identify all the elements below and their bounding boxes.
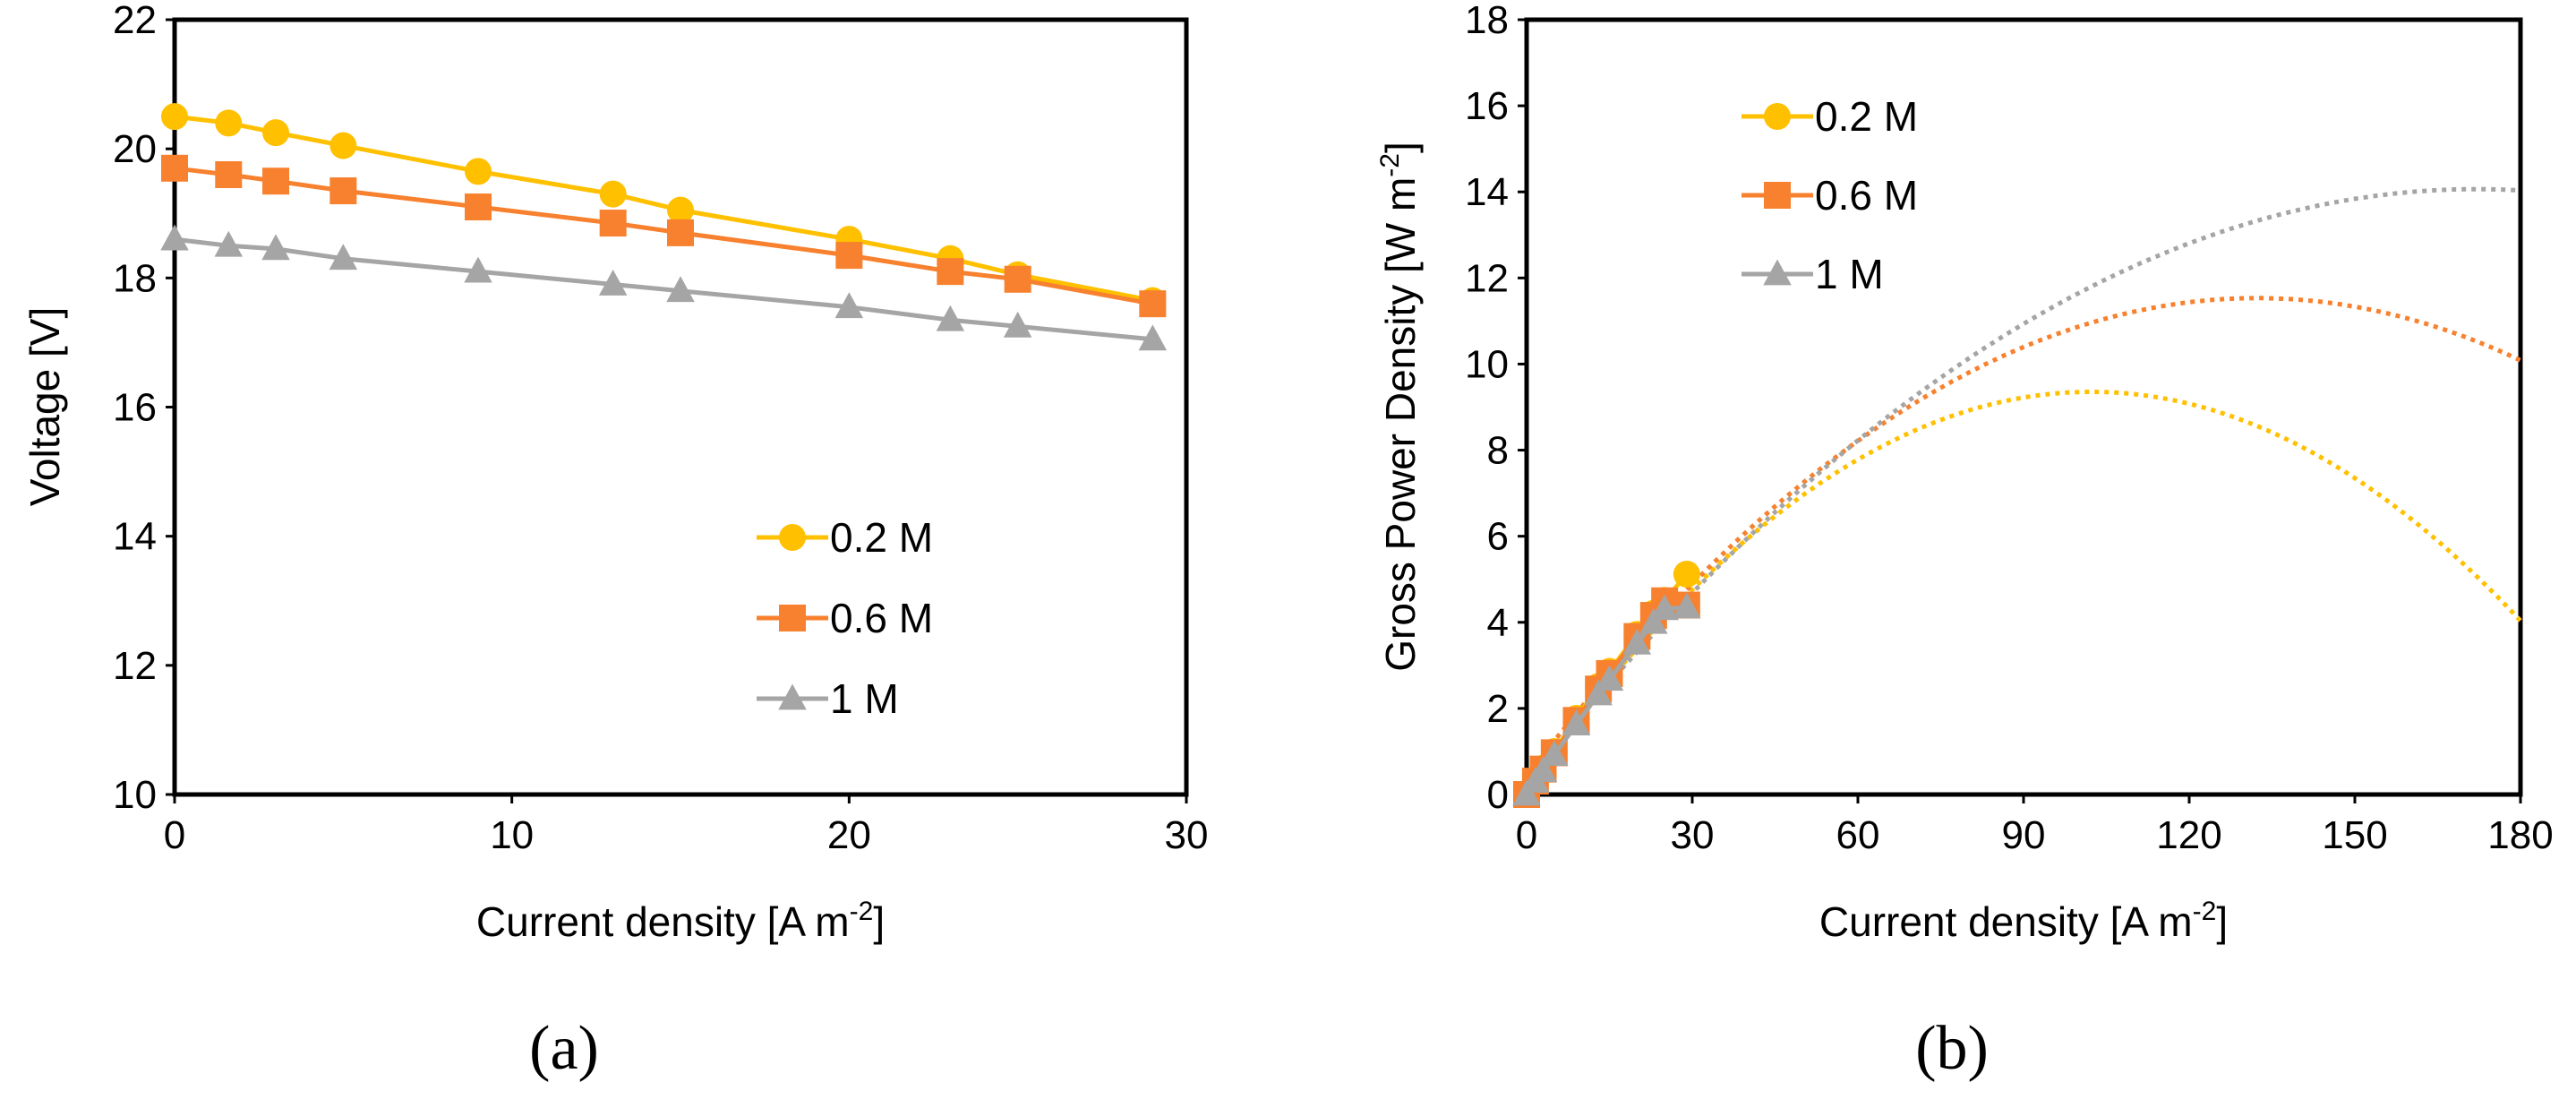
panel-a-legend: 0.2 M 0.6 M 1 M [757, 514, 933, 722]
panel-a-x-tick-label: 10 [490, 813, 534, 857]
panel-b-point-0-2-m [1673, 560, 1700, 588]
panel-a-y-tick-label: 20 [113, 127, 157, 171]
panel-b-y-tick-label: 10 [1465, 342, 1509, 386]
panel-a-point-0-6-m [599, 210, 627, 237]
panel-a-point-0-6-m [1004, 265, 1031, 293]
panel-a-point-0-6-m [1139, 290, 1167, 318]
panel-a-y-tick-label: 16 [113, 386, 157, 430]
panel-b-x-tick-label: 90 [2002, 813, 2046, 857]
panel-b-legend-marker-0-2-m [1764, 103, 1791, 130]
panel-b-trendline-0-2-m [1524, 390, 2522, 790]
panel-a-y-tick-label: 14 [113, 515, 157, 559]
panel-a-point-0-6-m [329, 177, 357, 205]
panel-a-point-0-2-m [215, 109, 243, 137]
panel-b-point-1-m [1639, 607, 1668, 634]
panel-a-point-0-6-m [262, 167, 289, 195]
panel-b-point-1-m [1673, 592, 1701, 619]
panel-a-x-tick-label: 0 [164, 813, 185, 857]
panel-a-point-0-2-m [667, 196, 694, 224]
panel-a-y-tick-label: 22 [113, 0, 157, 42]
panel-b-legend-label-1-m: 1 M [1815, 251, 1884, 297]
panel-b-y-tick-label: 14 [1465, 170, 1509, 214]
panel-a-point-0-6-m [835, 242, 863, 270]
panel-a-y-tick-label: 12 [113, 644, 157, 688]
panel-a-x-axis-title: Current density [A m-2] [476, 897, 885, 945]
panel-a-point-1-m [214, 230, 244, 257]
panel-a-point-1-m [464, 256, 492, 283]
panel-b-legend-marker-1-m [1763, 259, 1792, 286]
panel-b-point-1-m [1540, 740, 1569, 767]
panel-b-y-tick-label: 4 [1487, 601, 1509, 645]
panel-b-legend-marker-0-6-m [1764, 182, 1791, 209]
panel-b-ticks: 0 30 60 90 120 150 180 0 2 4 6 8 10 12 14 16 18 [1465, 0, 2554, 857]
panel-a-legend-label-0-2-m: 0.2 M [830, 514, 933, 561]
panel-b-point-1-m [1622, 628, 1652, 655]
panel-b-x-tick-label: 150 [2322, 813, 2387, 857]
panel-a-point-1-m [598, 270, 628, 296]
panel-a-legend-marker-1-m [778, 683, 807, 710]
panel-a-point-0-2-m [161, 103, 188, 131]
panel-b-y-tick-label: 0 [1487, 773, 1509, 817]
panel-b-y-tick-label: 12 [1465, 256, 1509, 300]
panel-a-point-1-m [666, 276, 695, 303]
panel-a-point-1-m [834, 292, 864, 319]
panel-b-y-tick-label: 8 [1487, 429, 1509, 473]
panel-a-point-0-6-m [161, 154, 188, 182]
panel-b-legend-label-0-6-m: 0.6 M [1815, 172, 1918, 219]
panel-a-x-tick-label: 20 [827, 813, 871, 857]
panel-a-point-0-6-m [937, 258, 964, 286]
panel-a-x-tick-label: 30 [1165, 813, 1209, 857]
panel-b-trendline-1-m [1525, 186, 2521, 784]
panel-a-caption: (a) [529, 1014, 599, 1083]
panel-b-plot-area [1524, 17, 2523, 797]
panel-b-point-1-m [1562, 709, 1591, 736]
panel-b-y-tick-label: 6 [1487, 515, 1509, 559]
panel-b-point-1-m [1650, 594, 1679, 621]
panel-b-caption: (b) [1915, 1014, 1989, 1083]
panel-b-y-tick-label: 18 [1465, 0, 1509, 42]
panel-b-point-1-m [1528, 756, 1558, 782]
panel-a-y-axis-title: Voltage [V] [21, 307, 68, 507]
panel-a-point-1-m [936, 305, 965, 331]
panel-b-legend-label-0-2-m: 0.2 M [1815, 93, 1918, 140]
panel-b-x-tick-label: 120 [2156, 813, 2221, 857]
panel-a-point-0-6-m [465, 193, 492, 221]
panel-b-x-axis-title: Current density [A m-2] [1819, 897, 2228, 945]
panel-b-x-tick-label: 180 [2487, 813, 2553, 857]
panel-a-legend-label-1-m: 1 M [830, 675, 899, 722]
panel-b-y-axis-title: Gross Power Density [W m-2] [1375, 142, 1424, 672]
panel-a-y-tick-label: 10 [113, 773, 157, 817]
panel-b-legend: 0.2 M 0.6 M 1 M [1742, 93, 1918, 297]
panel-b-x-tick-label: 60 [1836, 813, 1880, 857]
panel-a-y-tick-label: 18 [113, 256, 157, 300]
panel-a-point-1-m [160, 224, 189, 251]
panel-b-x-tick-label: 0 [1516, 813, 1537, 857]
panel-a-point-1-m [1138, 324, 1168, 351]
panel-a-point-0-6-m [667, 219, 694, 246]
panel-b-series [1512, 186, 2522, 808]
panel-a-legend-marker-0-2-m [779, 524, 806, 551]
panel-b-trendline-0-6-m [1525, 296, 2522, 778]
panel-a-legend-label-0-6-m: 0.6 M [830, 595, 933, 641]
panel-b-point-1-m [1584, 679, 1613, 706]
panel-a-plot-area [172, 17, 1189, 797]
panel-a-point-0-2-m [599, 180, 627, 208]
panel-a-point-0-2-m [465, 158, 492, 185]
panel-b-y-tick-label: 2 [1487, 687, 1509, 731]
panel-a-point-0-2-m [329, 132, 357, 159]
panel-a-series [160, 103, 1168, 351]
panel-a-point-1-m [329, 244, 358, 271]
panel-a-point-0-6-m [215, 161, 243, 188]
panel-a-point-1-m [1003, 311, 1032, 338]
panel-a-legend-marker-0-6-m [779, 605, 806, 631]
panel-a-point-1-m [261, 234, 290, 261]
panel-a-point-0-2-m [262, 119, 289, 147]
panel-b: 0 30 60 90 120 150 180 0 2 4 6 8 10 12 14 16 18 0.2 M 0.6… [1375, 0, 2554, 1083]
panel-b-x-tick-label: 30 [1671, 813, 1715, 857]
panel-b-point-1-m [1595, 665, 1624, 691]
panel-b-y-tick-label: 16 [1465, 84, 1509, 128]
